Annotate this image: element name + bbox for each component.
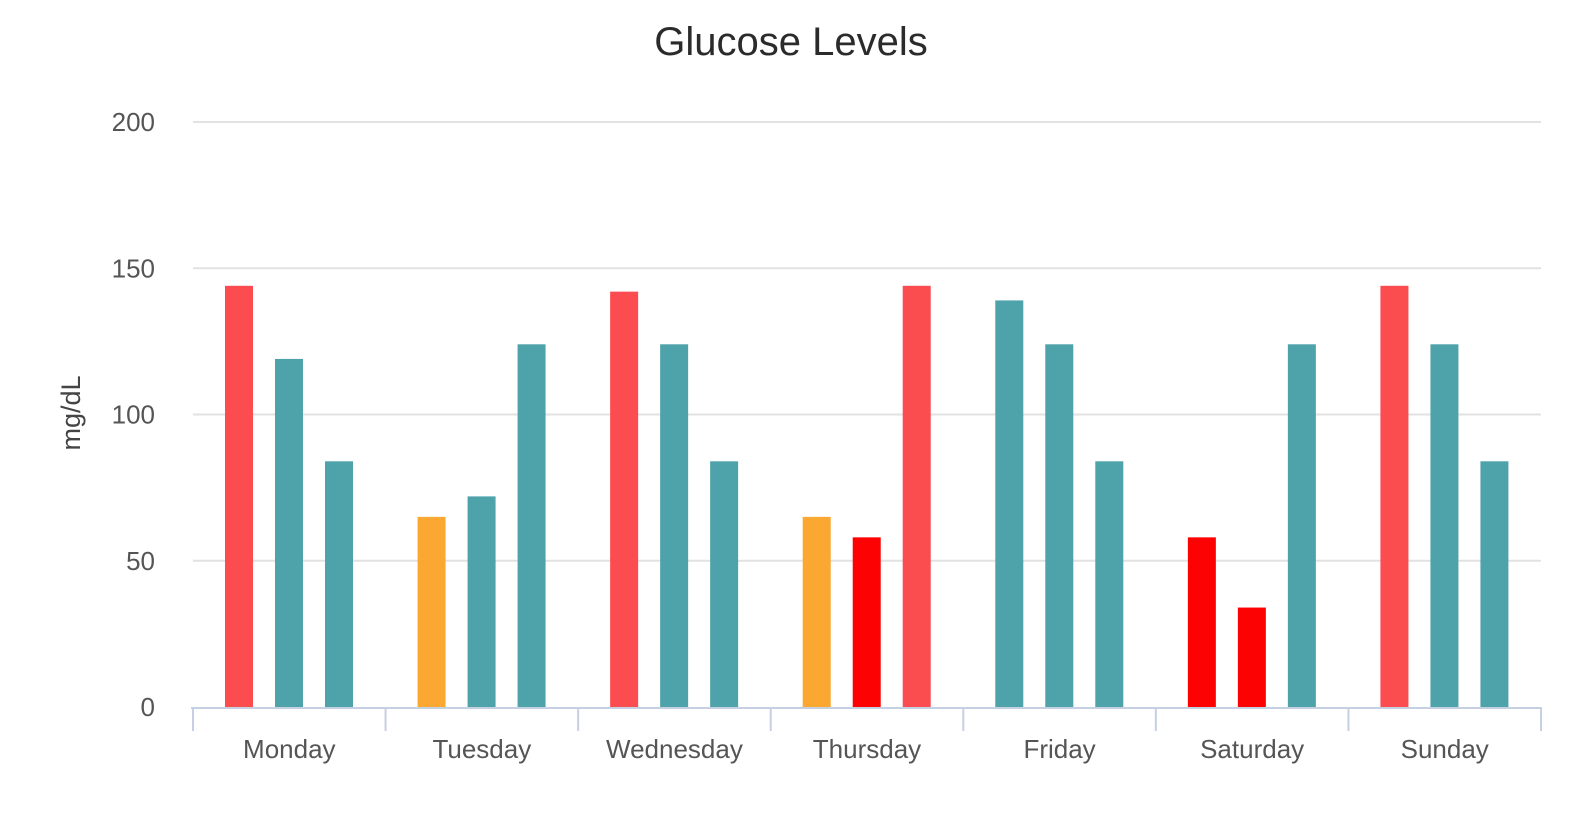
x-tick-label-sunday: Sunday [1401,734,1489,764]
bar-wednesday-3 [710,461,739,707]
bar-monday-2 [275,358,303,707]
bar-sunday-3 [1480,461,1509,707]
x-tick-label-friday: Friday [1023,734,1095,764]
bar-monday-3 [325,461,353,707]
grid-layer [193,121,1541,562]
bar-sunday-2 [1430,344,1459,707]
bar-wednesday-1 [610,291,639,707]
bar-thursday-1 [802,516,831,707]
x-tick-label-saturday: Saturday [1200,734,1304,764]
x-tick-label-thursday: Thursday [813,734,921,764]
bar-friday-3 [1095,461,1124,707]
bar-saturday-3 [1287,344,1316,707]
y-tick-label: 50 [126,546,155,576]
x-tick-label-monday: Monday [243,734,336,764]
bar-monday-1 [225,285,253,707]
bar-thursday-2 [852,537,881,707]
y-tick-label: 200 [112,107,155,137]
bar-sunday-1 [1380,285,1409,707]
x-tick-label-wednesday: Wednesday [606,734,743,764]
bar-saturday-2 [1237,607,1266,707]
axis-layer [191,707,1542,731]
bar-tuesday-2 [467,496,496,707]
bar-tuesday-3 [517,344,546,707]
y-tick-label: 100 [112,400,155,430]
bar-saturday-1 [1187,537,1216,707]
y-tick-label: 150 [112,253,155,283]
bar-tuesday-1 [417,516,446,707]
bar-wednesday-2 [660,344,689,707]
y-tick-label: 0 [141,692,155,722]
chart-title: Glucose Levels [654,20,928,64]
bar-friday-2 [1045,344,1074,707]
x-tick-label-tuesday: Tuesday [432,734,531,764]
bars-layer [225,285,1509,707]
y-axis-title: mg/dL [56,375,86,450]
bar-friday-1 [995,300,1024,707]
bar-thursday-3 [902,285,931,707]
label-layer: 0 50 100 150 200 Monday Tuesday Wednesday Thursd… [112,107,1489,764]
